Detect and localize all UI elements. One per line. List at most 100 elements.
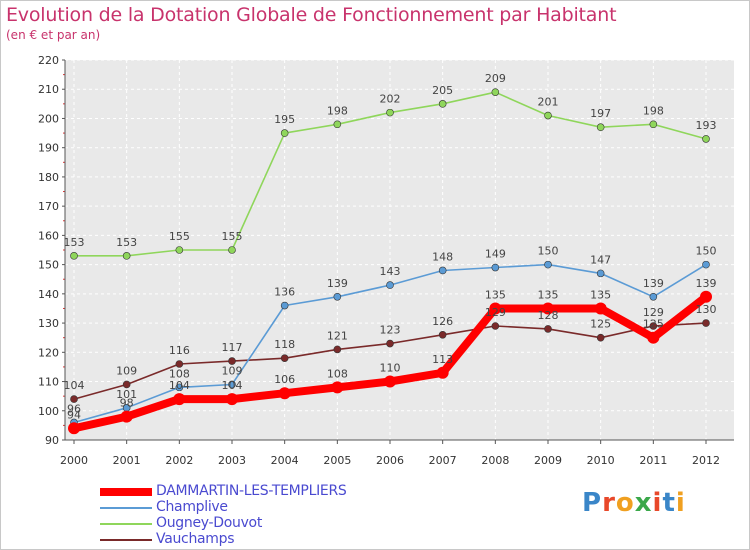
data-point <box>280 354 289 362</box>
data-label: 125 <box>590 318 611 331</box>
data-point <box>384 375 396 388</box>
data-label: 129 <box>485 306 506 319</box>
proxiti-logo: Proxiti <box>582 488 686 518</box>
data-label: 109 <box>222 364 243 377</box>
y-tick-label: 170 <box>38 200 59 213</box>
data-point <box>333 345 342 354</box>
data-point <box>596 123 605 132</box>
logo-letter: x <box>634 488 653 518</box>
data-label: 148 <box>432 250 453 263</box>
y-tick-label: 210 <box>38 83 59 96</box>
logo-letter: t <box>662 488 676 518</box>
legend-swatch <box>100 523 152 525</box>
data-label: 94 <box>67 408 81 421</box>
data-label: 153 <box>64 236 85 249</box>
data-label: 108 <box>327 367 348 380</box>
data-point <box>386 339 394 348</box>
data-point <box>386 108 394 117</box>
x-tick-label: 2001 <box>113 454 141 467</box>
legend-label: Vauchamps <box>156 531 235 547</box>
data-label: 197 <box>590 107 611 120</box>
x-tick-label: 2009 <box>534 454 562 467</box>
data-point <box>647 331 660 344</box>
data-label: 195 <box>274 113 295 126</box>
data-point <box>173 393 186 406</box>
chart-subtitle: (en € et par an) <box>6 28 101 42</box>
legend-item: Ougney-Douvot <box>100 515 400 532</box>
data-point <box>226 393 238 406</box>
data-label: 104 <box>222 379 243 392</box>
data-label: 155 <box>169 230 190 243</box>
data-label: 126 <box>432 315 453 328</box>
data-point <box>596 269 605 278</box>
data-label: 136 <box>274 286 295 299</box>
x-tick-label: 2008 <box>481 454 509 467</box>
data-label: 117 <box>222 341 243 354</box>
data-label: 101 <box>116 388 137 401</box>
y-tick-label: 190 <box>38 142 59 155</box>
data-point <box>438 266 447 275</box>
data-label: 135 <box>590 288 611 301</box>
y-tick-label: 120 <box>38 346 59 359</box>
data-label: 150 <box>538 245 559 258</box>
legend-label: Ougney-Douvot <box>156 515 263 531</box>
data-label: 123 <box>380 324 401 337</box>
legend-item: DAMMARTIN-LES-TEMPLIERS <box>100 483 400 500</box>
data-label: 125 <box>643 318 664 331</box>
data-point <box>491 263 500 272</box>
x-tick-label: 2007 <box>429 454 457 467</box>
data-label: 104 <box>64 379 85 392</box>
data-point <box>649 322 658 330</box>
data-point <box>544 325 552 333</box>
data-label: 104 <box>169 379 190 392</box>
data-point <box>438 100 447 108</box>
data-label: 205 <box>432 84 453 97</box>
data-point <box>491 88 500 96</box>
data-point <box>280 301 289 310</box>
logo-letter: i <box>652 488 663 518</box>
x-tick-label: 2006 <box>376 454 404 467</box>
logo-letter: r <box>602 488 616 518</box>
data-label: 135 <box>485 288 506 301</box>
data-label: 110 <box>380 362 401 375</box>
x-tick-label: 2012 <box>692 454 720 467</box>
legend-label: DAMMARTIN-LES-TEMPLIERS <box>156 483 347 499</box>
data-label: 118 <box>274 338 295 351</box>
data-point <box>702 260 710 269</box>
y-tick-labels: 90 100 110 120 130 140 150 160 170 180 190 200 210 22… <box>38 54 59 447</box>
data-label: 139 <box>327 277 348 290</box>
logo-letter: P <box>582 488 603 518</box>
data-point <box>702 135 710 143</box>
data-point <box>544 111 552 120</box>
data-point <box>700 290 712 303</box>
y-tick-label: 100 <box>38 405 59 418</box>
data-label: 109 <box>116 364 137 377</box>
x-tick-label: 2005 <box>323 454 351 467</box>
data-point <box>175 246 184 254</box>
legend-swatch <box>100 507 152 509</box>
data-label: 209 <box>485 72 506 85</box>
data-point <box>120 410 133 423</box>
data-label: 150 <box>696 245 717 258</box>
y-tick-label: 130 <box>38 317 59 330</box>
data-label: 147 <box>590 253 611 266</box>
data-label: 198 <box>327 104 348 117</box>
x-tick-label: 2011 <box>639 454 667 467</box>
data-point <box>542 302 554 315</box>
data-label: 108 <box>169 367 190 380</box>
x-tick-label: 2004 <box>271 454 299 467</box>
data-label: 198 <box>643 104 664 117</box>
data-point <box>228 246 236 254</box>
data-label: 130 <box>696 303 717 316</box>
legend-item: Champlive <box>100 499 400 516</box>
data-point <box>491 322 500 330</box>
data-label: 98 <box>120 397 134 410</box>
data-label: 135 <box>538 288 559 301</box>
data-label: 121 <box>327 329 348 342</box>
line-chart: 90 100 110 120 130 140 150 160 170 180 190 200 210 22… <box>38 54 734 467</box>
data-label: 96 <box>67 402 81 415</box>
data-label: 129 <box>643 306 664 319</box>
y-tick-label: 180 <box>38 171 59 184</box>
y-tick-label: 150 <box>38 259 59 272</box>
data-point <box>436 366 449 379</box>
